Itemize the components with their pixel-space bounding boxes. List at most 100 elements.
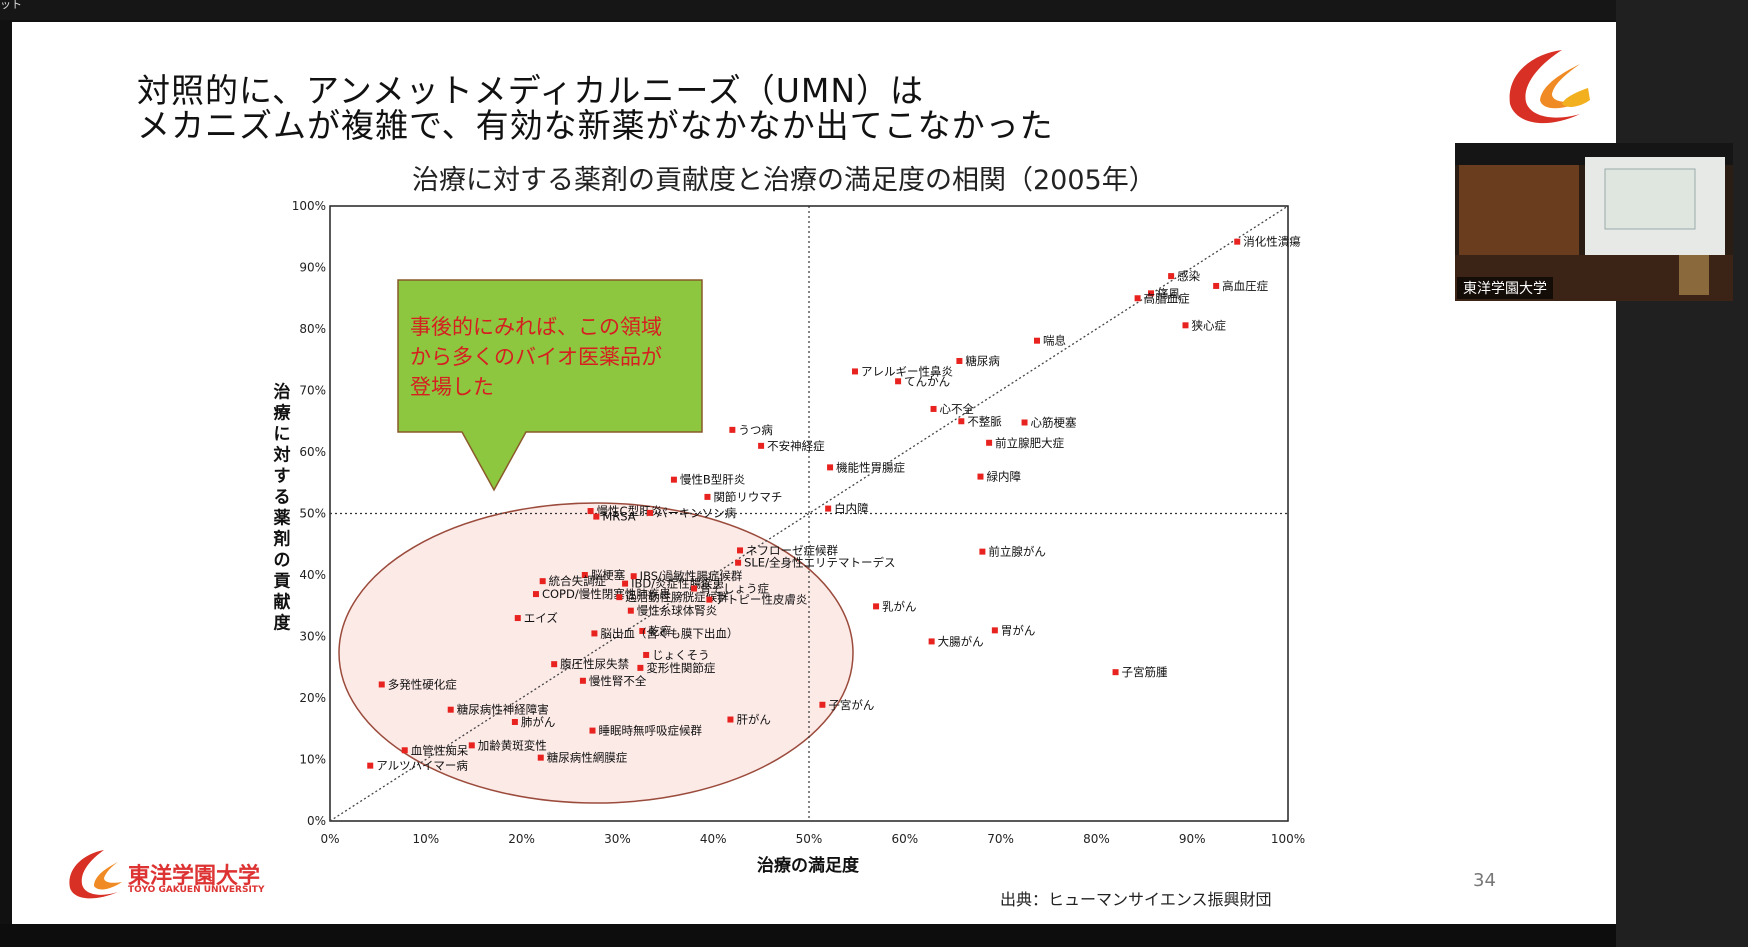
data-point: 大腸がん [928,634,984,648]
point-marker [447,706,454,713]
data-point: 痛風 [1148,286,1181,300]
point-marker [1148,290,1155,297]
point-label: 加齢黄斑変性 [478,738,547,752]
point-marker [958,418,965,425]
y-tick-label: 0% [307,814,326,828]
data-point: 変形性関節症 [637,661,716,675]
point-marker [706,596,713,603]
point-marker [977,473,984,480]
point-label: 脳梗塞 [591,568,626,582]
point-label: COPD/慢性閉塞性肺疾患 [542,587,671,601]
point-marker [532,591,539,598]
point-marker [991,627,998,634]
data-point: 慢性B型肝炎 [670,473,745,487]
data-point: エイズ [514,611,558,625]
data-point: アレルギー性鼻炎 [851,364,953,378]
x-tick-label: 40% [700,832,727,846]
point-label: 子宮筋腫 [1122,665,1168,679]
point-label: 痛風 [1157,286,1180,300]
y-tick-label: 40% [299,568,326,582]
data-point: 慢性腎不全 [579,674,647,688]
point-label: 狭心症 [1191,318,1226,332]
data-point: 喘息 [1034,334,1066,348]
data-point: 不整脈 [958,414,1002,428]
point-marker [616,594,623,601]
data-point: 加齢黄斑変性 [468,738,547,752]
point-label: 心不全 [940,402,975,416]
point-label: 骨そしょう症 [700,582,769,596]
point-label: 睡眠時無呼吸症候群 [598,724,702,738]
point-label: 不安神経症 [767,439,825,453]
data-point: 子宮筋腫 [1112,665,1168,679]
x-tick-label: 80% [1083,832,1110,846]
x-axis-label: 治療の満足度 [757,855,860,876]
data-point: SLE/全身性エリテマトーデス [735,556,895,570]
point-label: 感染 [1177,269,1200,283]
y-tick-label: 30% [299,630,326,644]
point-label: IBD/炎症性腸疾患 [631,577,724,591]
point-label: 機能性胃腸症 [836,460,905,474]
y-tick-label: 20% [299,691,326,705]
data-point: 不安神経症 [758,439,825,453]
point-label: 消化性潰瘍 [1243,235,1301,249]
data-point: 子宮がん [819,698,874,712]
point-marker [956,357,963,364]
point-marker [1112,669,1119,676]
point-marker [1021,419,1028,426]
point-marker [1168,273,1175,280]
point-marker [646,509,653,516]
point-label: 慢性C型肝炎 [597,504,663,518]
point-marker [587,508,594,515]
point-marker [930,405,937,412]
callout-text: 事後的にみれば、この領域から多くのバイオ医薬品が登場した [410,315,662,399]
y-tick-label: 50% [299,507,326,521]
point-label: 腹圧性尿失禁 [560,657,629,671]
data-point: 胃がん [991,623,1035,637]
point-label: 高脂血症 [1144,291,1190,305]
point-marker [637,664,644,671]
point-label: アレルギー性鼻炎 [861,364,953,378]
point-label: 血管性痴呆 [411,743,469,757]
point-marker [468,742,475,749]
point-label: SLE/全身性エリテマトーデス [744,556,895,570]
university-logo-name-en: TOYO GAKUEN UNIVERSITY [128,885,265,895]
point-label: 心筋梗塞 [1031,415,1077,429]
slide-title-line-2: メカニズムが複雑で、有効な新薬がなかなか出てこなかった [137,106,1054,145]
data-point: 緑内障 [977,470,1021,484]
point-marker [627,607,634,614]
data-point: 脳梗塞 [581,568,626,582]
point-marker [643,651,650,658]
data-point: 心不全 [930,402,975,416]
x-tick-label: 10% [412,832,439,846]
point-marker [593,513,600,520]
point-label: IBS/過敏性腸症候群 [640,569,743,583]
point-label: 高血圧症 [1222,279,1268,293]
point-marker [630,573,637,580]
y-tick-label: 60% [299,445,326,459]
university-logo-icon [69,850,122,899]
point-label: じょくそう [652,648,710,662]
video-caption: 東洋学園大学 [1457,277,1553,299]
point-marker [551,661,558,668]
data-point: 肝がん [727,713,771,727]
chart-title: 治療に対する薬剤の貢献度と治療の満足度の相関（2005年） [412,165,1156,196]
point-marker [539,578,546,585]
x-tick-label: 70% [987,832,1014,846]
point-label: 糖尿病 [965,354,1000,368]
point-label: 慢性糸球体腎炎 [637,604,718,618]
data-point: 過活動性膀胱症候群 [616,590,729,604]
point-label: パーキンソン病 [656,506,737,520]
point-marker [827,464,834,471]
data-point: 前立腺がん [979,545,1046,559]
data-point: 糖尿病性網膜症 [537,751,628,765]
data-point: 腹圧性尿失禁 [551,657,630,671]
point-label: 乳がん [882,599,917,613]
data-point: 糖尿病性神経障害 [447,703,549,717]
point-marker [986,439,993,446]
point-label: 肝がん [736,713,771,727]
data-point: IBS/過敏性腸症候群 [630,569,743,583]
point-marker [514,615,521,622]
presenter-video-thumbnail[interactable]: 東洋学園大学 [1455,143,1733,301]
slide-title-line-1: 対照的に、アンメットメディカルニーズ（UMN）は [137,71,925,110]
